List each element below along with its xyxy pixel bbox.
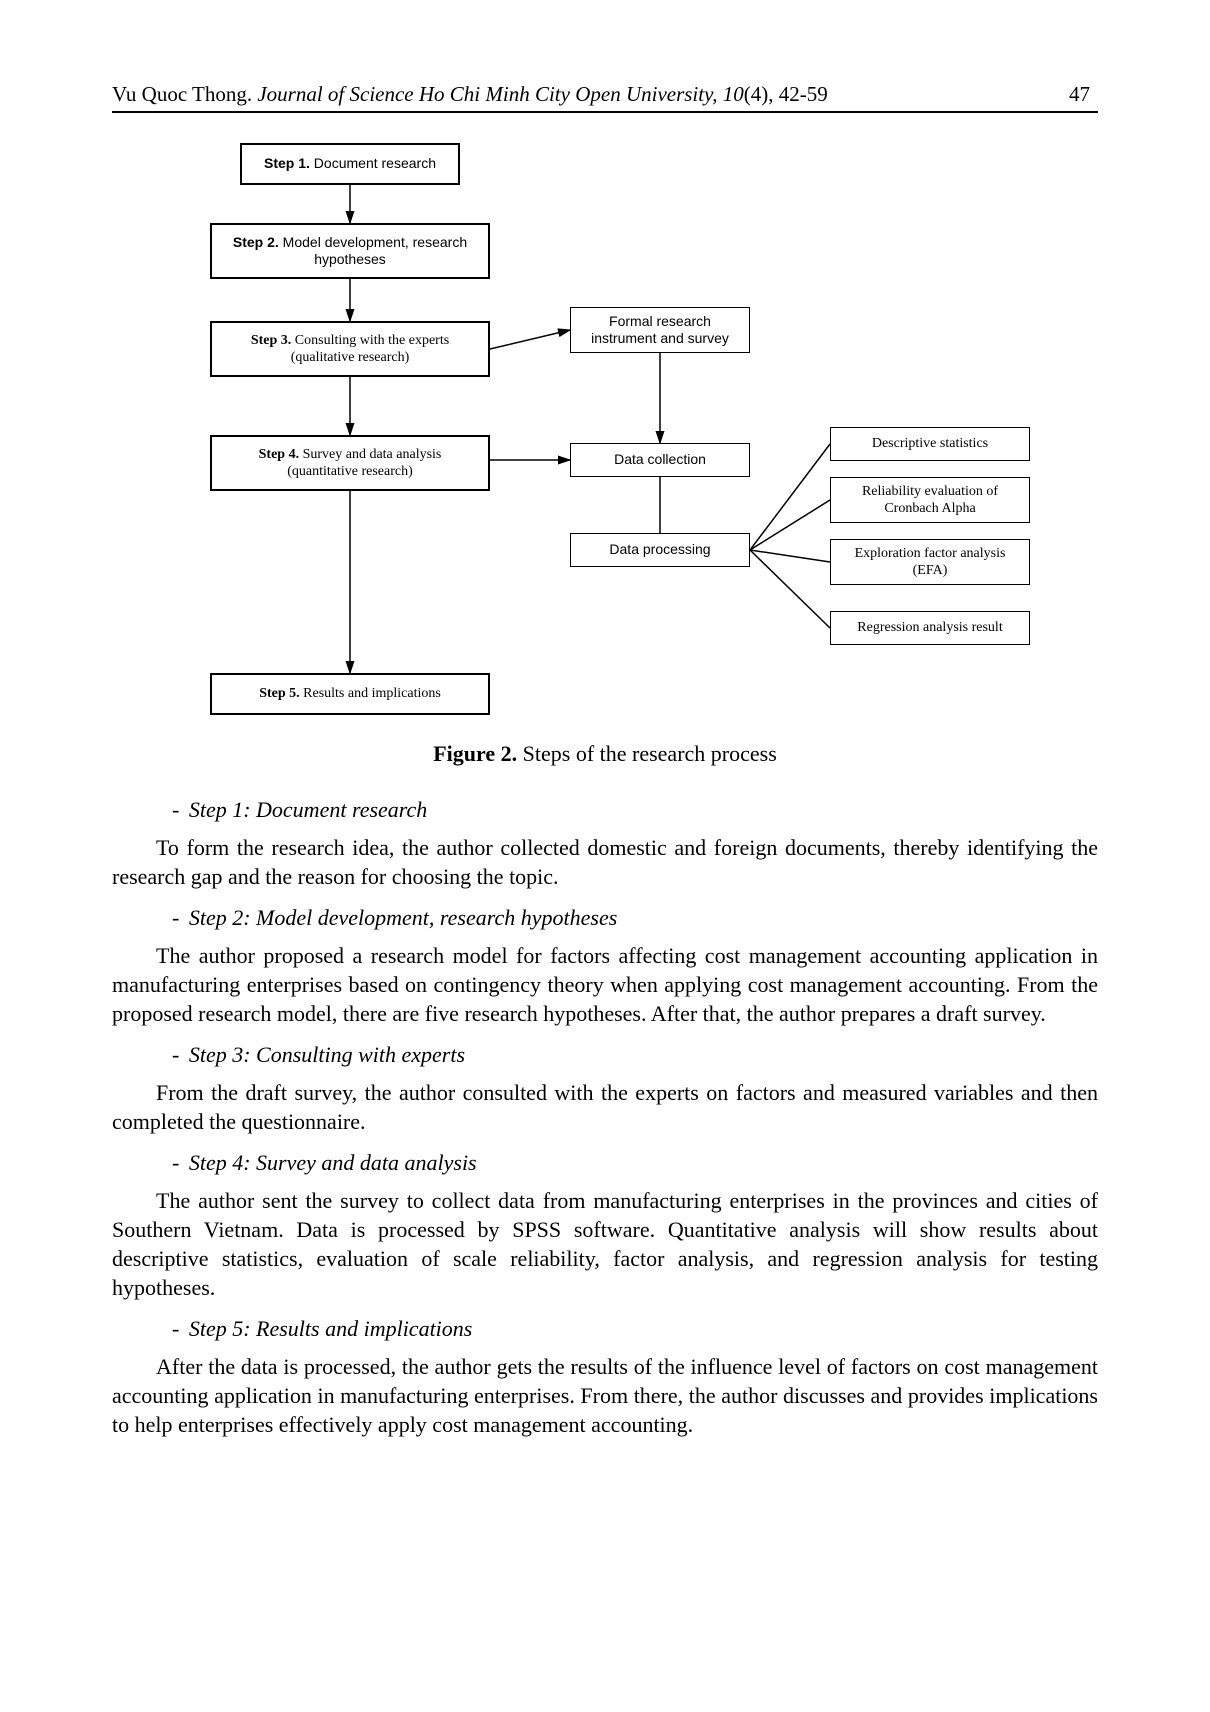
- diagram-box-dp: Data processing: [570, 533, 750, 567]
- diagram-box-r3: Exploration factor analysis(EFA): [830, 539, 1030, 585]
- diagram-box-s3: Step 3. Consulting with the experts(qual…: [210, 321, 490, 377]
- step-paragraph: After the data is processed, the author …: [112, 1352, 1098, 1439]
- diagram-box-r2: Reliability evaluation ofCronbach Alpha: [830, 477, 1030, 523]
- diagram-box-s5: Step 5. Results and implications: [210, 673, 490, 715]
- figure-label: Figure 2.: [433, 741, 517, 766]
- diagram-box-dc: Data collection: [570, 443, 750, 477]
- rh-author: Vu Quoc Thong.: [112, 82, 257, 106]
- step-heading: - Step 2: Model development, research hy…: [112, 905, 1098, 931]
- running-head-left: Vu Quoc Thong. Journal of Science Ho Chi…: [112, 82, 828, 107]
- step-paragraph: From the draft survey, the author consul…: [112, 1078, 1098, 1136]
- diagram-box-r4: Regression analysis result: [830, 611, 1030, 645]
- diagram-box-s2: Step 2. Model development, researchhypot…: [210, 223, 490, 279]
- diagram-box-s1: Step 1. Document research: [240, 143, 460, 185]
- diagram-box-s4: Step 4. Survey and data analysis(quantit…: [210, 435, 490, 491]
- figure-text: Steps of the research process: [517, 741, 777, 766]
- research-process-diagram: Step 1. Document research Step 2. Model d…: [170, 143, 1040, 723]
- step-paragraph: To form the research idea, the author co…: [112, 833, 1098, 891]
- step-heading: - Step 3: Consulting with experts: [112, 1042, 1098, 1068]
- step-heading: - Step 5: Results and implications: [112, 1316, 1098, 1342]
- rh-page: 47: [1069, 82, 1098, 107]
- step-paragraph: The author proposed a research model for…: [112, 941, 1098, 1028]
- running-head: Vu Quoc Thong. Journal of Science Ho Chi…: [112, 82, 1098, 113]
- figure-caption: Figure 2. Steps of the research process: [112, 741, 1098, 767]
- diagram-box-r1: Descriptive statistics: [830, 427, 1030, 461]
- diagram-box-ri: Formal researchinstrument and survey: [570, 307, 750, 353]
- step-heading: - Step 4: Survey and data analysis: [112, 1150, 1098, 1176]
- steps-section: - Step 1: Document research To form the r…: [112, 797, 1098, 1439]
- rh-journal: Journal of Science Ho Chi Minh City Open…: [257, 82, 743, 106]
- step-heading: - Step 1: Document research: [112, 797, 1098, 823]
- step-paragraph: The author sent the survey to collect da…: [112, 1186, 1098, 1302]
- rh-issue: (4), 42-59: [744, 82, 828, 106]
